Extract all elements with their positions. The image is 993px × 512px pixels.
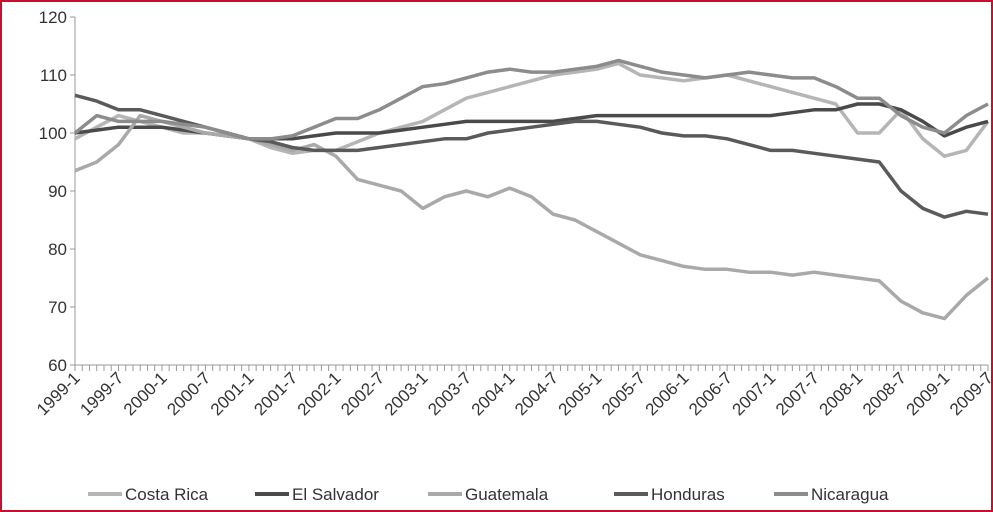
x-tick-label: 2009-7: [946, 368, 993, 419]
y-tick-label: 100: [39, 124, 67, 143]
legend-label: Nicaragua: [811, 485, 889, 504]
series-line: [73, 58, 989, 141]
x-tick-label: 2003-7: [424, 368, 475, 419]
y-tick-label: 80: [48, 240, 67, 259]
x-tick-label: 2005-7: [598, 368, 649, 419]
y-tick-label: 60: [48, 356, 67, 375]
y-tick-label: 90: [48, 182, 67, 201]
legend-label: El Salvador: [292, 485, 379, 504]
x-tick-label: 2008-7: [859, 368, 910, 419]
x-tick-label: 2006-7: [685, 368, 736, 419]
x-tick-label: 2002-7: [337, 368, 388, 419]
x-tick-label: 2009-1: [902, 368, 953, 419]
series-line: [74, 61, 990, 158]
x-tick-label: 2000-7: [163, 368, 214, 419]
x-tick-label: 2004-1: [468, 368, 519, 419]
x-tick-label: 2004-7: [511, 368, 562, 419]
x-tick-label: 2002-1: [294, 368, 345, 419]
series-line: [74, 113, 990, 321]
x-tick-label: 2006-1: [642, 368, 693, 419]
legend-label: Honduras: [651, 485, 725, 504]
y-tick-label: 120: [39, 8, 67, 27]
legend-label: Costa Rica: [125, 485, 209, 504]
x-tick-label: 2000-1: [120, 368, 171, 419]
x-tick-label: 2003-1: [381, 368, 432, 419]
y-tick-label: 110: [40, 66, 67, 85]
x-tick-label: 2001-1: [207, 368, 258, 419]
x-tick-label: 1999-1: [33, 368, 84, 419]
legend-label: Guatemala: [465, 485, 549, 504]
x-tick-label: 2007-1: [729, 368, 780, 419]
x-tick-label: 1999-7: [76, 368, 127, 419]
x-tick-label: 2007-7: [772, 368, 823, 419]
x-tick-label: 2005-1: [555, 368, 606, 419]
y-tick-label: 70: [48, 298, 67, 317]
x-tick-label: 2008-1: [816, 368, 867, 419]
x-tick-label: 2001-7: [250, 368, 301, 419]
